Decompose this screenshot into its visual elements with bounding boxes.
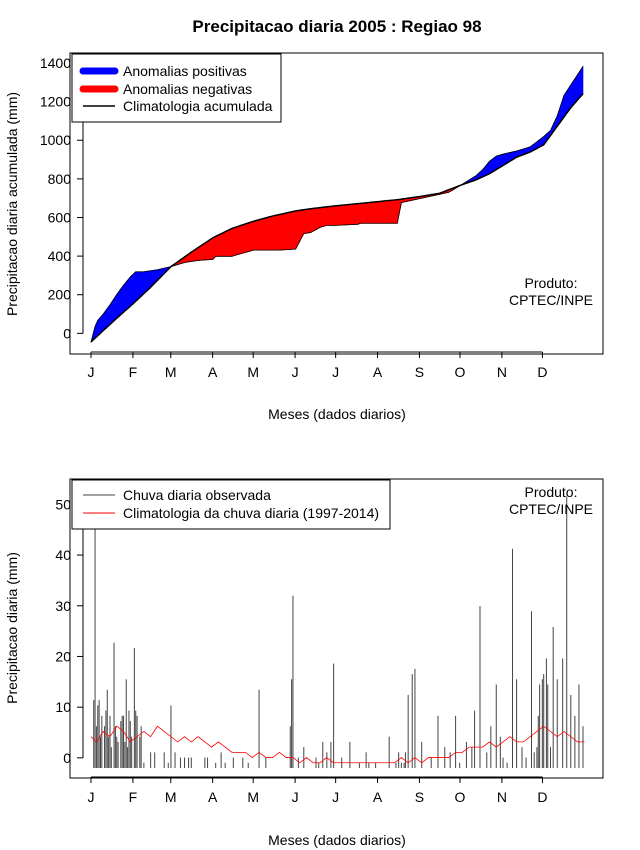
chart-2-x-tick-label: S — [415, 789, 424, 805]
chart-2-x-tick-label: J — [88, 789, 95, 805]
chart-2-x-tick-label: J — [332, 789, 339, 805]
chart-1-y-tick-label: 1200 — [40, 94, 71, 110]
chart-2-x-tick-label: N — [497, 789, 507, 805]
observed-daily-rain — [93, 496, 584, 768]
cumulative-precipitation-chart: 0 200 400 600 800 1000 1200 1400 J F M A M J J A S O N D M… — [4, 52, 604, 422]
chart-2-x-axis-label: Meses (dados diarios) — [268, 832, 406, 848]
chart-1-annotation-source: CPTEC/INPE — [509, 292, 593, 308]
chart-1-title: Precipitacao diaria 2005 : Regiao 98 — [192, 17, 481, 36]
chart-1-plot-frame — [69, 52, 604, 355]
chart-1-x-tick-label: N — [497, 364, 507, 380]
chart-2-legend: Chuva diaria observada Climatologia da c… — [71, 479, 391, 530]
chart-2-y-tick-label: 40 — [55, 547, 71, 563]
legend-label-observed: Chuva diaria observada — [123, 487, 271, 503]
chart-1-x-axis-label: Meses (dados diarios) — [268, 406, 406, 422]
chart-1-x-tick-label: M — [165, 364, 177, 380]
chart-1-legend: Anomalias positivas Anomalias negativas … — [71, 53, 282, 123]
chart-1-x-tick-label: J — [332, 364, 339, 380]
positive-anomaly-segment — [581, 65, 584, 97]
chart-1-annotation-product: Produto: — [525, 275, 578, 291]
chart-2-y-tick-label: 20 — [55, 648, 71, 664]
chart-2-annotation-source: CPTEC/INPE — [509, 501, 593, 517]
chart-2-plot-frame — [69, 478, 604, 779]
chart-1-y-tick-label: 400 — [48, 248, 72, 264]
chart-1-x-tick-label: A — [373, 364, 383, 380]
chart-2-x-tick-label: D — [537, 789, 547, 805]
chart-1-y-tick-label: 0 — [63, 325, 71, 341]
chart-2-x-tick-label: O — [455, 789, 466, 805]
chart-2-y-tick-label: 50 — [55, 496, 71, 512]
chart-1-y-tick-label: 800 — [48, 171, 72, 187]
chart-2-x-tick-label: M — [165, 789, 177, 805]
chart-2-y-tick-label: 0 — [63, 750, 71, 766]
chart-2-x-tick-label: A — [208, 789, 218, 805]
legend-label-negative: Anomalias negativas — [123, 81, 252, 97]
daily-precipitation-chart: 0 10 20 30 40 50 J F M A M J J A S O N D Meses (dados di… — [4, 478, 604, 848]
chart-1-x-tick-label: O — [455, 364, 466, 380]
chart-1-y-tick-label: 1400 — [40, 55, 71, 71]
chart-1-x-tick-label: A — [208, 364, 218, 380]
legend-label-positive: Anomalias positivas — [123, 63, 247, 79]
climatology-daily-line — [90, 725, 585, 764]
chart-2-legend-box — [71, 479, 391, 530]
climatology-cumulative-line — [90, 93, 584, 343]
chart-1-y-tick-label: 600 — [48, 209, 72, 225]
chart-2-y-axis: 0 10 20 30 40 50 — [55, 496, 84, 766]
chart-2-y-tick-label: 30 — [55, 598, 71, 614]
chart-1-x-tick-label: J — [88, 364, 95, 380]
chart-2-y-axis-label: Precipitacao diaria (mm) — [4, 552, 20, 704]
chart-2-x-tick-label: M — [247, 789, 259, 805]
chart-1-x-tick-label: D — [537, 364, 547, 380]
chart-2-y-tick-label: 10 — [55, 699, 71, 715]
chart-1-x-tick-label: F — [129, 364, 138, 380]
anomaly-areas — [90, 65, 584, 343]
legend-label-climatology-daily: Climatologia da chuva diaria (1997-2014) — [123, 505, 379, 521]
chart-1-y-axis-label: Precipitacao diaria acumulada (mm) — [4, 92, 20, 316]
chart-1-x-tick-label: S — [415, 364, 424, 380]
chart-1-y-tick-label: 200 — [48, 287, 72, 303]
chart-2-x-tick-label: F — [129, 789, 138, 805]
chart-2-annotation-product: Produto: — [525, 484, 578, 500]
chart-1-x-tick-label: J — [292, 364, 299, 380]
chart-2-x-tick-label: A — [373, 789, 383, 805]
chart-1-x-tick-label: M — [247, 364, 259, 380]
legend-label-climatology: Climatologia acumulada — [123, 98, 273, 114]
chart-2-x-tick-label: J — [292, 789, 299, 805]
chart-1-y-tick-label: 1000 — [40, 132, 71, 148]
